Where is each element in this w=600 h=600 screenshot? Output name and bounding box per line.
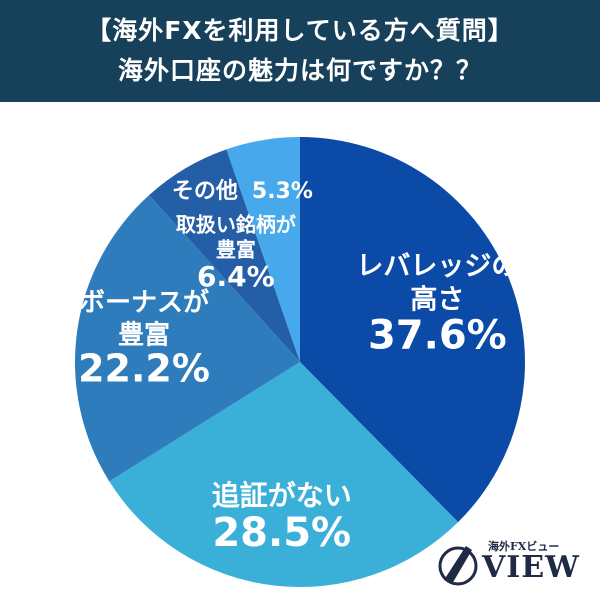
brand-logo: 海外FXビュー VIEW <box>436 534 586 592</box>
pie-slice-2 <box>74 195 300 482</box>
pie-value-label-4: 5.3% <box>252 179 313 204</box>
pie-label-0: レバレッジの高さ 37.6% <box>356 251 518 358</box>
chart-title-line-1: 【海外FXを利用している方へ質問】 <box>86 16 514 45</box>
pie-label-4: その他 5.3% <box>172 179 313 204</box>
pie-category-label-3-line-0: 取扱い銘柄が <box>176 213 296 237</box>
logo-mark-icon <box>438 546 478 586</box>
pie-value-label-0: 37.6% <box>368 312 507 358</box>
pie-category-label-3-line-1: 豊富 <box>216 238 256 262</box>
chart-header: 【海外FXを利用している方へ質問】 海外口座の魅力は何ですか？？ <box>0 0 600 102</box>
pie-label-1: 追証がない 28.5% <box>212 479 352 556</box>
pie-label-2: ボーナスが豊富 22.2% <box>78 287 210 391</box>
pie-value-label-2: 22.2% <box>78 347 210 391</box>
pie-category-label-2-line-1: 豊富 <box>118 319 170 350</box>
chart-title-line-2: 海外口座の魅力は何ですか？？ <box>117 56 482 85</box>
pie-slice-0 <box>300 137 526 523</box>
pie-slice-3 <box>149 149 300 362</box>
pie-category-label-1-line-0: 追証がない <box>212 479 352 512</box>
pie-category-label-0-line-1: 高さ <box>410 284 464 316</box>
pie-value-label-3: 6.4% <box>197 260 275 293</box>
pie-slice-4 <box>226 137 300 362</box>
pie-slice-1 <box>109 362 459 587</box>
logo-small-text: 海外FXビュー <box>488 540 560 553</box>
pie-category-label-0-line-0: レバレッジの <box>356 251 518 282</box>
pie-category-label-2-line-0: ボーナスが <box>79 287 209 318</box>
pie-label-3: 取扱い銘柄が豊富 6.4% <box>176 213 296 293</box>
pie-value-label-1: 28.5% <box>212 510 351 556</box>
pie-chart-area: レバレッジの高さ 37.6% 追証がない 28.5% ボーナスが豊富 22.2% 取扱い銘柄… <box>0 102 600 600</box>
pie-chart: レバレッジの高さ 37.6%追証がない 28.5%ボーナスが豊富 22.2%取扱い銘柄… <box>74 137 526 587</box>
logo-main-text: VIEW <box>482 550 580 585</box>
pie-category-label-4: その他 <box>172 179 238 204</box>
